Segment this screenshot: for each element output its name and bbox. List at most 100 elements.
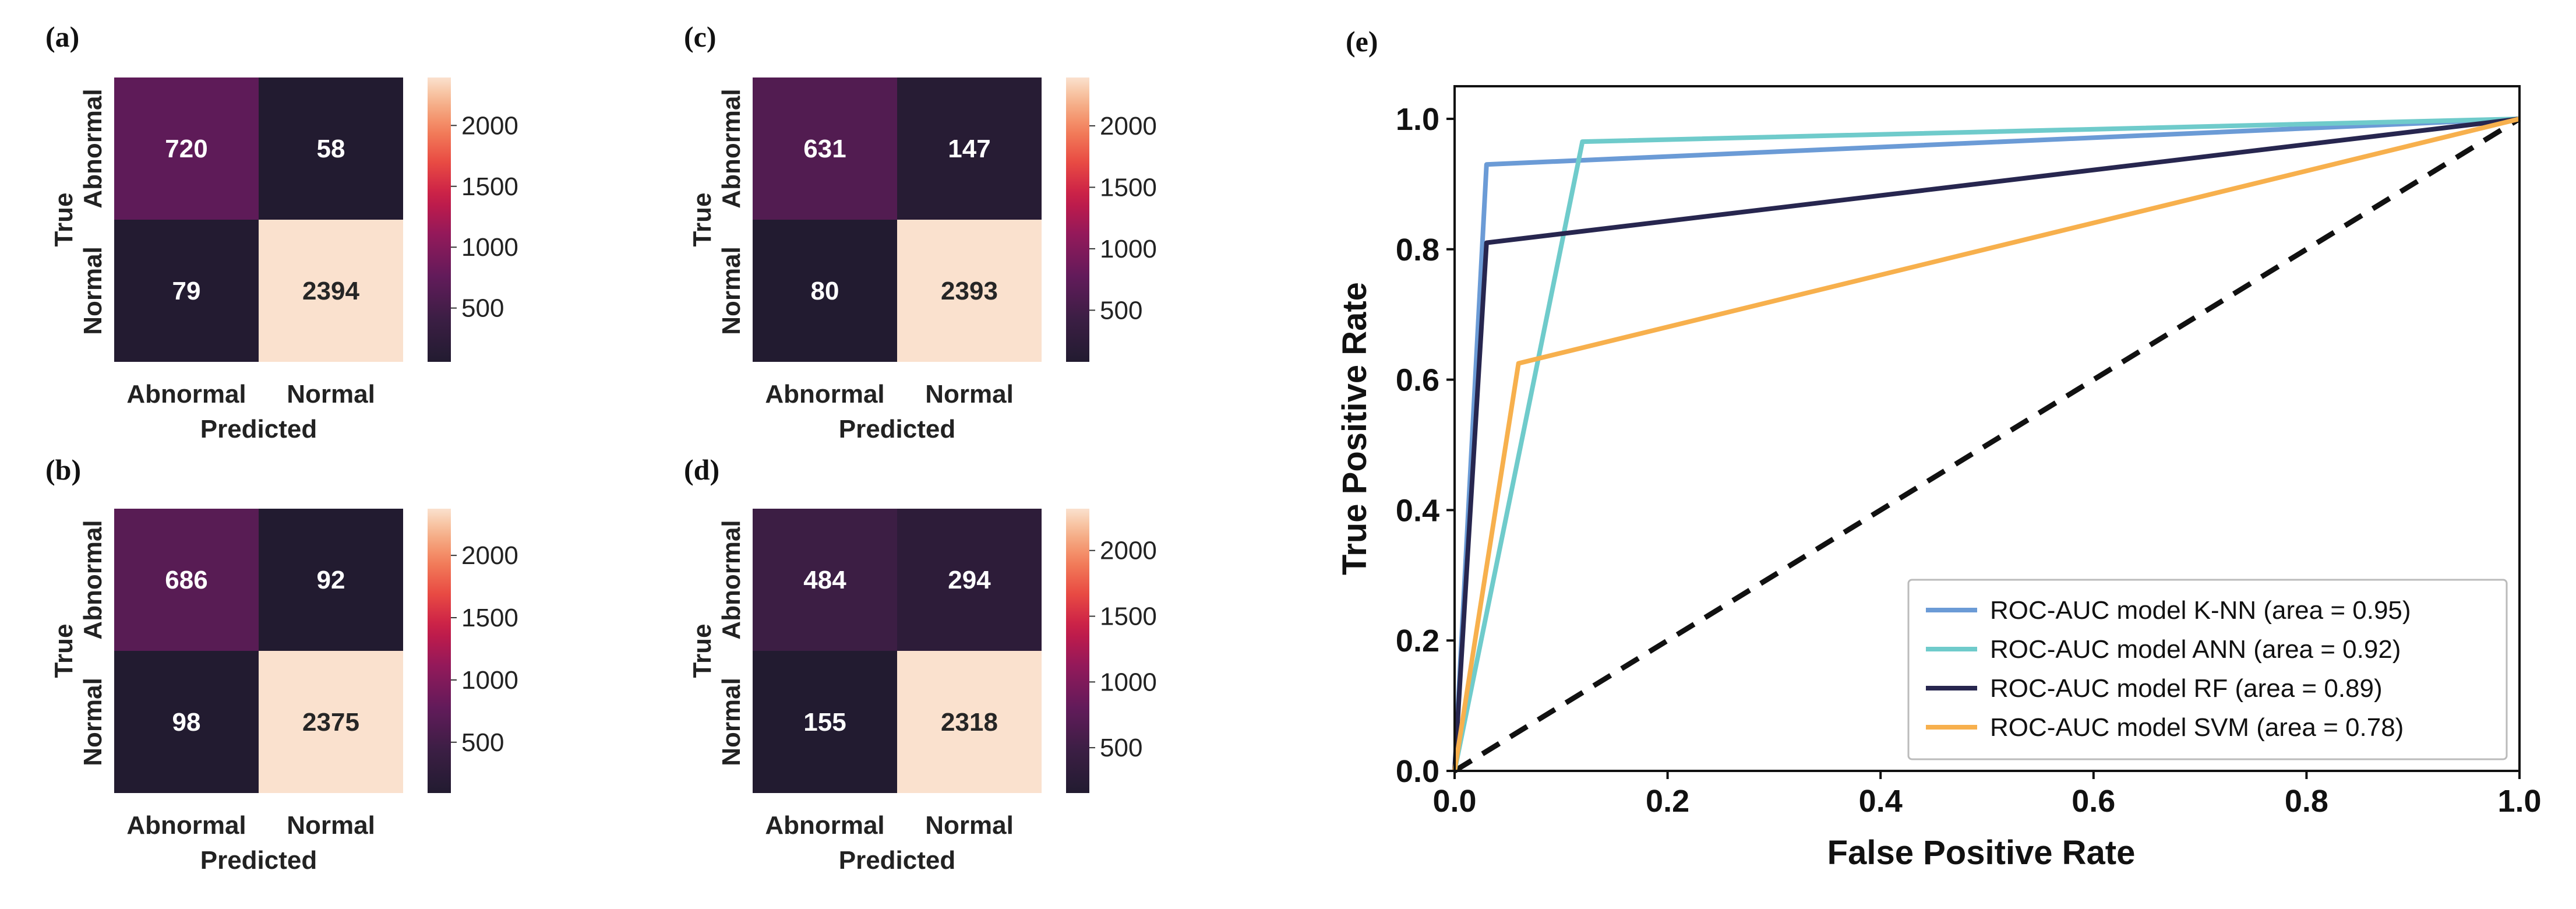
heatmap-cell	[753, 77, 897, 220]
confusion-matrix-a: (a) 720 58 79 2394 Abnormal Normal Predicted Abn…	[45, 20, 518, 443]
cell-value-label: 484	[803, 566, 846, 594]
colorbar-tick-label: 500	[461, 294, 504, 323]
cell-value-label: 2375	[302, 708, 359, 737]
cell-value-label: 2393	[941, 277, 998, 305]
heatmap-cell	[114, 77, 259, 220]
panel-label: (d)	[684, 453, 719, 486]
y-axis-title: True	[50, 193, 78, 247]
legend-entry: ROC-AUC model SVM (area = 0.78)	[1990, 713, 2404, 742]
y-tick-label: Normal	[79, 246, 107, 335]
y-tick-label: Normal	[717, 678, 746, 766]
x-tick-label: 0.4	[1859, 784, 1903, 819]
x-tick-label: Abnormal	[765, 380, 884, 408]
cell-value-label: 2318	[941, 708, 998, 737]
colorbar	[1066, 77, 1089, 362]
heatmap-cell	[753, 509, 897, 651]
y-tick-label: Abnormal	[79, 89, 107, 208]
cell-value-label: 631	[803, 135, 846, 163]
y-tick-label: 0.0	[1396, 754, 1439, 789]
legend-entry: ROC-AUC model K-NN (area = 0.95)	[1990, 596, 2411, 625]
x-axis-title: Predicted	[200, 415, 317, 443]
colorbar	[428, 77, 451, 362]
x-axis-title: False Positive Rate	[1827, 834, 2136, 872]
y-tick-label: 0.4	[1396, 493, 1439, 528]
colorbar	[1066, 509, 1089, 793]
y-tick-label: 1.0	[1396, 102, 1439, 137]
x-axis-title: Predicted	[839, 846, 956, 875]
heatmap-cell	[114, 509, 259, 651]
cell-value-label: 98	[172, 708, 201, 737]
x-tick-label: Abnormal	[126, 811, 246, 840]
colorbar-tick-label: 2000	[1100, 537, 1157, 565]
heatmap-cell	[259, 220, 403, 362]
colorbar-tick-label: 1500	[461, 604, 518, 632]
colorbar-tick-label: 1500	[1100, 173, 1157, 202]
y-tick-label: Normal	[717, 246, 746, 335]
cell-value-label: 147	[948, 135, 990, 163]
heatmap-cell	[259, 509, 403, 651]
colorbar	[428, 509, 451, 793]
y-axis-title: True	[50, 624, 78, 678]
colorbar-tick-label: 1000	[1100, 668, 1157, 696]
x-axis-title: Predicted	[200, 846, 317, 875]
colorbar-tick-label: 1500	[461, 172, 518, 201]
colorbar-tick-label: 1000	[461, 233, 518, 262]
y-tick-label: Normal	[79, 678, 107, 766]
y-axis-title: True	[688, 193, 717, 247]
y-axis-title: True Positive Rate	[1336, 282, 1374, 575]
x-tick-label: Normal	[925, 811, 1014, 840]
y-tick-label: Abnormal	[717, 520, 746, 639]
x-tick-label: Abnormal	[765, 811, 884, 840]
y-tick-label: 0.8	[1396, 232, 1439, 267]
x-tick-label: 0.0	[1432, 784, 1476, 819]
confusion-matrix-b: (b) 686 92 98 2375 Abnormal Normal Predicted Abn…	[45, 453, 518, 875]
x-axis-title: Predicted	[839, 415, 956, 443]
heatmap-cell	[259, 651, 403, 793]
cell-value-label: 294	[948, 566, 991, 594]
legend: ROC-AUC model K-NN (area = 0.95) ROC-AUC …	[1907, 579, 2508, 760]
x-tick-label: Normal	[287, 380, 375, 408]
confusion-matrix-c: (c) 631 147 80 2393 Abnormal Normal Predicted Ab…	[684, 20, 1157, 443]
cell-value-label: 58	[317, 135, 345, 163]
cell-value-label: 720	[165, 135, 207, 163]
y-axis-title: True	[688, 624, 717, 678]
legend-entry: ROC-AUC model RF (area = 0.89)	[1990, 674, 2383, 703]
cell-value-label: 155	[803, 708, 846, 737]
plot-frame	[1453, 85, 2521, 772]
roc-curve-3	[1452, 117, 2520, 771]
y-tick-label: 0.6	[1396, 363, 1439, 398]
legend-entry: ROC-AUC model ANN (area = 0.92)	[1990, 635, 2401, 664]
y-tick-label: Abnormal	[79, 520, 107, 639]
heatmap-cell	[753, 651, 897, 793]
roc-curve-2	[1452, 117, 2520, 771]
heatmap-cell	[259, 77, 403, 220]
roc-curve-4	[1452, 117, 2520, 771]
x-tick-label: Normal	[287, 811, 375, 840]
cell-value-label: 79	[172, 277, 201, 305]
panel-label: (a)	[45, 20, 79, 53]
y-tick-label: Abnormal	[717, 89, 746, 208]
panel-label: (b)	[45, 453, 81, 486]
cell-value-label: 80	[811, 277, 839, 305]
colorbar-tick-label: 2000	[461, 111, 518, 140]
heatmap-cell	[897, 220, 1042, 362]
x-tick-label: Abnormal	[126, 380, 246, 408]
colorbar-tick-label: 2000	[1100, 112, 1157, 140]
cell-value-label: 92	[317, 566, 345, 594]
x-tick-label: Normal	[925, 380, 1014, 408]
roc-chart: (e) 0.0 0.2 0.4 0.6 0.8 1.0 0.0 0.2 0.4 0.6 0.8 1.0 F…	[1336, 25, 2542, 872]
x-tick-label: 0.2	[1646, 784, 1689, 819]
cell-value-label: 686	[165, 566, 207, 594]
heatmap-cell	[897, 77, 1042, 220]
heatmap-cell	[897, 651, 1042, 793]
colorbar-tick-label: 1000	[1100, 235, 1157, 263]
heatmap-cell	[897, 509, 1042, 651]
y-tick-label: 0.2	[1396, 623, 1439, 658]
colorbar-tick-label: 1000	[461, 666, 518, 695]
panel-label: (c)	[684, 20, 717, 53]
colorbar-tick-label: 1500	[1100, 603, 1157, 631]
colorbar-tick-label: 500	[1100, 734, 1142, 762]
panel-label: (e)	[1346, 25, 1378, 58]
confusion-matrix-d: (d) 484 294 155 2318 Abnormal Normal Predicted A…	[684, 453, 1157, 875]
